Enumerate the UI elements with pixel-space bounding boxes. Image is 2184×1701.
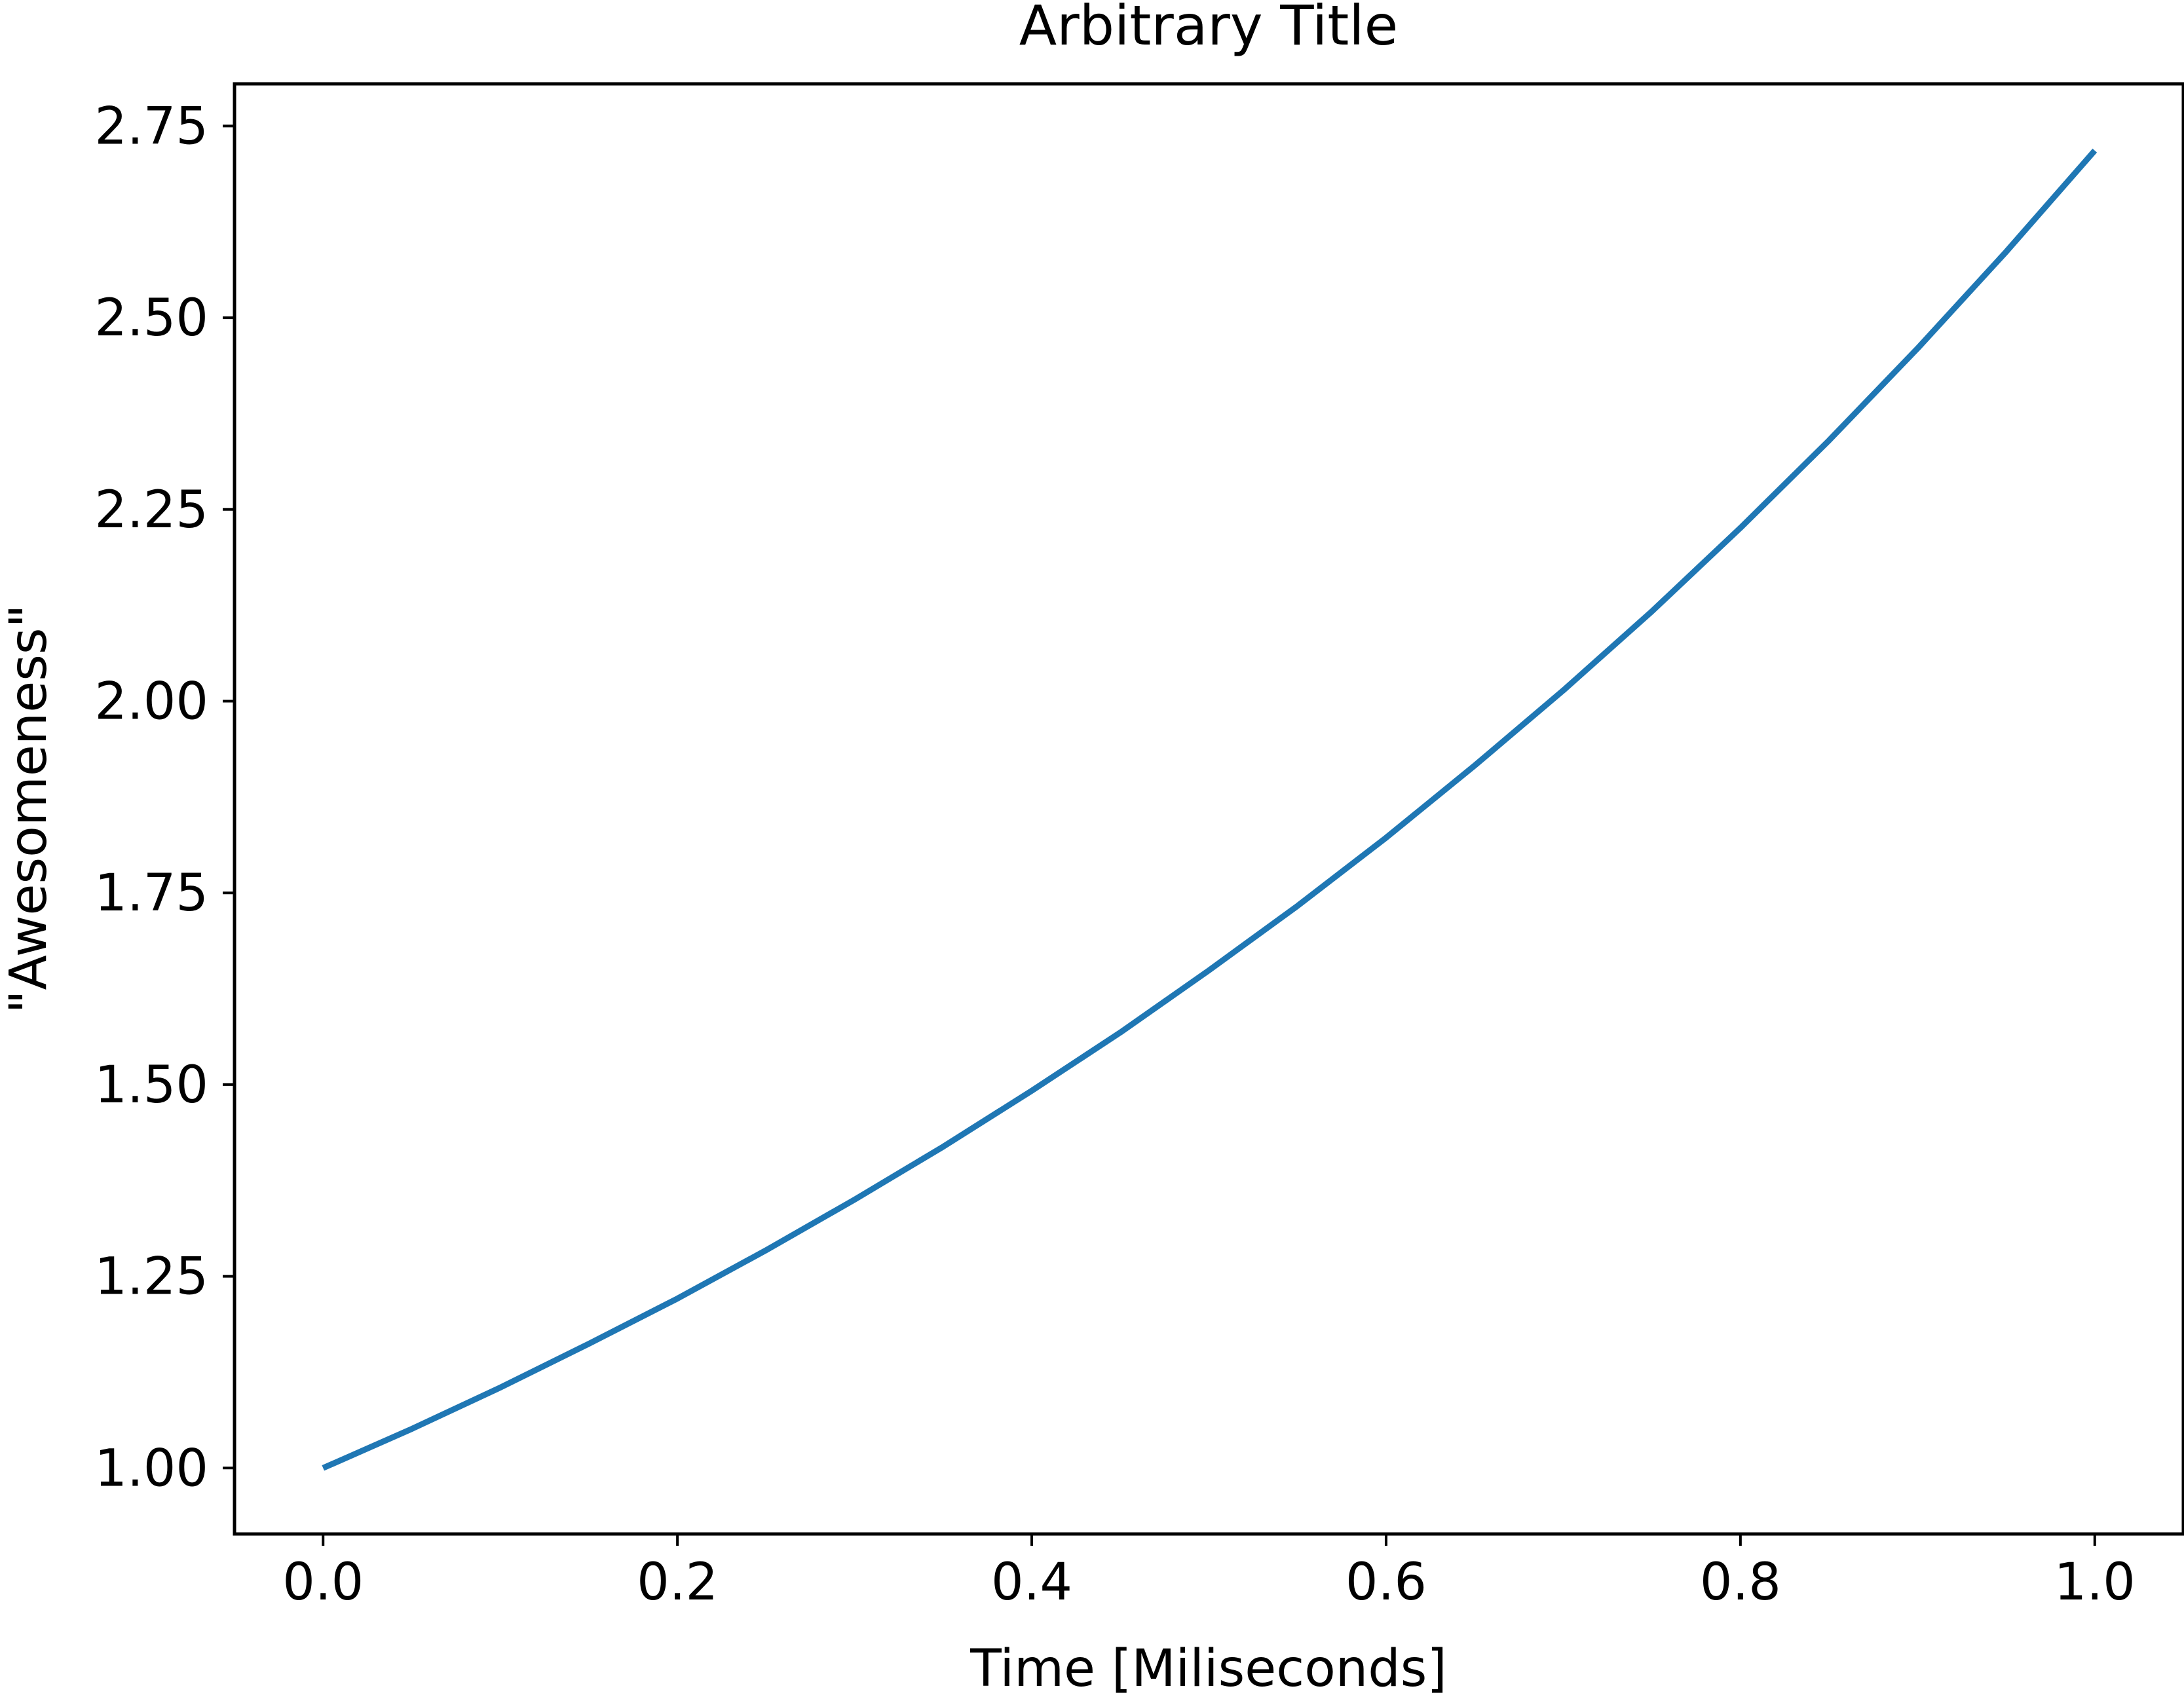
y-tick-label: 2.25: [94, 481, 208, 540]
x-tick-label: 0.6: [1346, 1553, 1427, 1612]
plot-frame: [233, 82, 2184, 1536]
x-tick-label: 0.4: [991, 1553, 1072, 1612]
x-axis-label: Time [Miliseconds]: [970, 1639, 1447, 1698]
y-tick-label: 1.50: [94, 1056, 208, 1115]
x-tick-label: 0.8: [1700, 1553, 1781, 1612]
chart-title: Arbitrary Title: [1019, 0, 1399, 58]
y-axis-ticks: 1.00 1.25 1.50 1.75 2.00 2.25 2.50 2.75: [94, 97, 235, 1498]
x-tick-label: 0.0: [282, 1553, 364, 1612]
series-layer: [322, 148, 2098, 1471]
y-tick-label: 2.00: [94, 673, 208, 732]
x-tick-label: 1.0: [2054, 1553, 2136, 1612]
series-line-1: [322, 148, 2098, 1471]
y-tick-label: 1.25: [94, 1248, 208, 1307]
y-axis-label: "Awesomeness": [0, 605, 58, 1014]
x-axis-ticks: 0.0 0.2 0.4 0.6 0.8 1.0: [282, 1534, 2136, 1612]
y-tick-label: 1.75: [94, 864, 208, 923]
y-tick-label: 1.00: [94, 1439, 208, 1498]
y-tick-label: 2.75: [94, 97, 208, 156]
x-tick-label: 0.2: [637, 1553, 718, 1612]
y-tick-label: 2.50: [94, 289, 208, 348]
